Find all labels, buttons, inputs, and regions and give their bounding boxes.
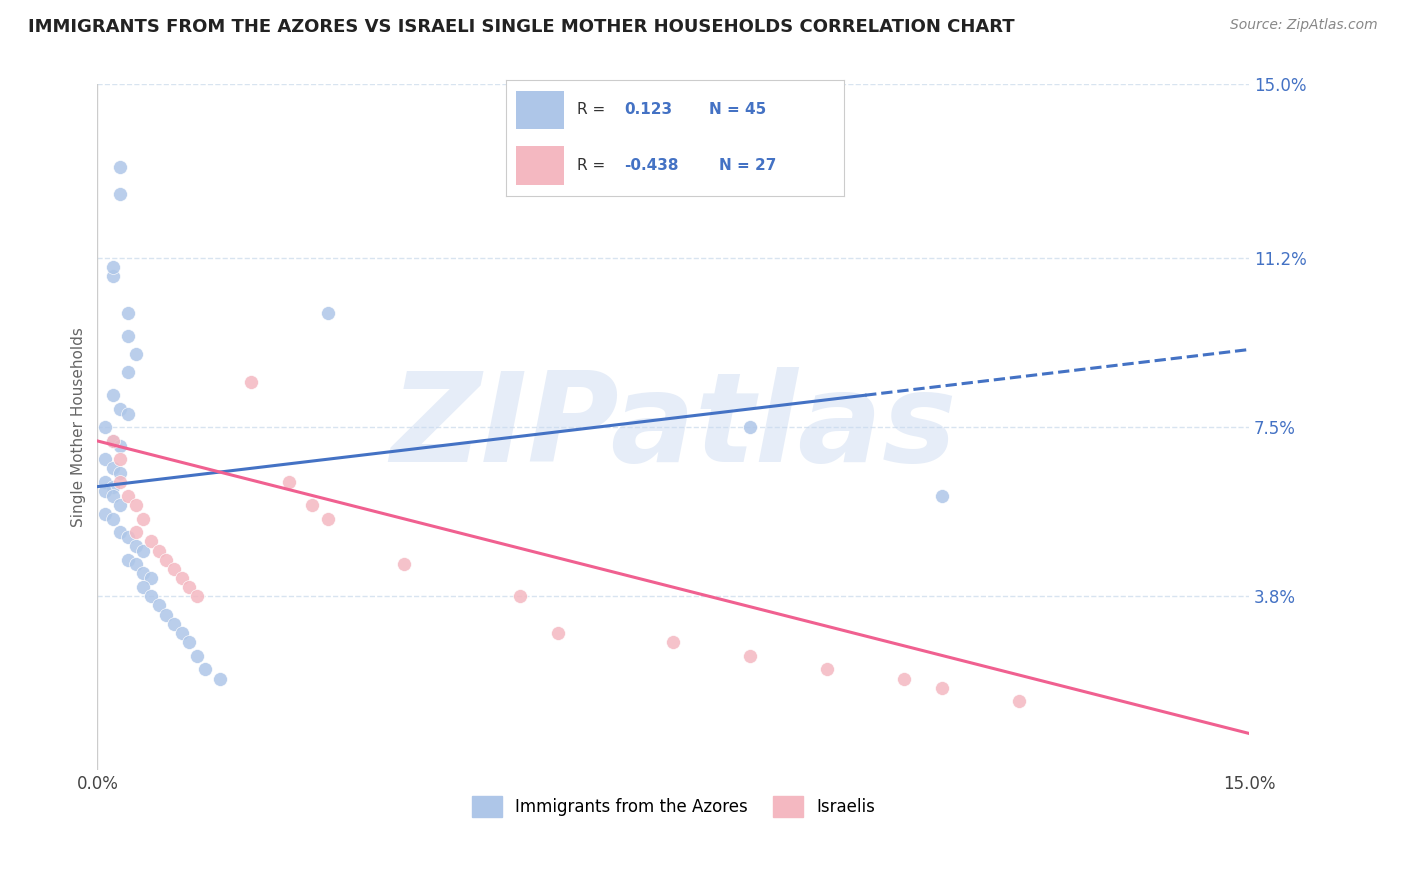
Point	[278, 475, 301, 489]
Point	[101, 511, 124, 525]
Point	[738, 648, 761, 663]
Point	[117, 328, 139, 343]
Point	[125, 558, 148, 572]
Point	[186, 590, 208, 604]
Point	[110, 498, 132, 512]
Point	[148, 543, 170, 558]
Legend: Immigrants from the Azores, Israelis: Immigrants from the Azores, Israelis	[465, 789, 882, 823]
Point	[110, 452, 132, 467]
Point	[117, 407, 139, 421]
Point	[117, 365, 139, 379]
Point	[179, 580, 201, 594]
Y-axis label: Single Mother Households: Single Mother Households	[72, 327, 86, 527]
Point	[239, 375, 262, 389]
Text: N = 45: N = 45	[709, 103, 766, 118]
Point	[94, 452, 117, 467]
Point	[163, 616, 186, 631]
Point	[110, 525, 132, 540]
Point	[132, 566, 155, 581]
Text: N = 27: N = 27	[718, 158, 776, 173]
Point	[117, 489, 139, 503]
Point	[101, 461, 124, 475]
Point	[101, 489, 124, 503]
Point	[738, 420, 761, 434]
Point	[101, 434, 124, 448]
Point	[94, 507, 117, 521]
Point	[139, 590, 162, 604]
Point	[110, 438, 132, 452]
Bar	[516, 146, 564, 185]
Point	[893, 672, 915, 686]
Point	[179, 635, 201, 649]
Point	[117, 553, 139, 567]
Point	[301, 498, 323, 512]
Point	[170, 571, 193, 585]
Point	[170, 626, 193, 640]
Text: R =: R =	[576, 103, 605, 118]
Point	[101, 434, 124, 448]
Text: 0.123: 0.123	[624, 103, 672, 118]
Point	[316, 511, 339, 525]
Point	[125, 525, 148, 540]
Point	[139, 571, 162, 585]
Point	[132, 511, 155, 525]
Point	[815, 663, 838, 677]
Point	[148, 599, 170, 613]
Point	[139, 534, 162, 549]
Point	[155, 607, 177, 622]
Point	[101, 480, 124, 494]
Point	[94, 475, 117, 489]
Point	[163, 562, 186, 576]
Text: IMMIGRANTS FROM THE AZORES VS ISRAELI SINGLE MOTHER HOUSEHOLDS CORRELATION CHART: IMMIGRANTS FROM THE AZORES VS ISRAELI SI…	[28, 18, 1015, 36]
Point	[194, 663, 217, 677]
Point	[547, 626, 569, 640]
Point	[117, 306, 139, 320]
Point	[209, 672, 232, 686]
Point	[101, 388, 124, 402]
Point	[94, 484, 117, 499]
Point	[132, 543, 155, 558]
Text: -0.438: -0.438	[624, 158, 679, 173]
Point	[110, 187, 132, 202]
Point	[132, 580, 155, 594]
Text: R =: R =	[576, 158, 605, 173]
Point	[125, 539, 148, 553]
Text: Source: ZipAtlas.com: Source: ZipAtlas.com	[1230, 18, 1378, 32]
Point	[125, 347, 148, 361]
Point	[117, 530, 139, 544]
Point	[394, 558, 416, 572]
Point	[101, 260, 124, 275]
Point	[662, 635, 685, 649]
Point	[931, 489, 953, 503]
Point	[110, 401, 132, 416]
Point	[110, 160, 132, 174]
Point	[125, 498, 148, 512]
Point	[316, 306, 339, 320]
Point	[509, 590, 531, 604]
Text: ZIPatlas: ZIPatlas	[389, 367, 956, 488]
Point	[110, 475, 132, 489]
Point	[110, 466, 132, 480]
Point	[101, 269, 124, 284]
Point	[1008, 694, 1031, 708]
Point	[186, 648, 208, 663]
Point	[155, 553, 177, 567]
Point	[94, 420, 117, 434]
Bar	[516, 91, 564, 129]
Point	[931, 681, 953, 695]
